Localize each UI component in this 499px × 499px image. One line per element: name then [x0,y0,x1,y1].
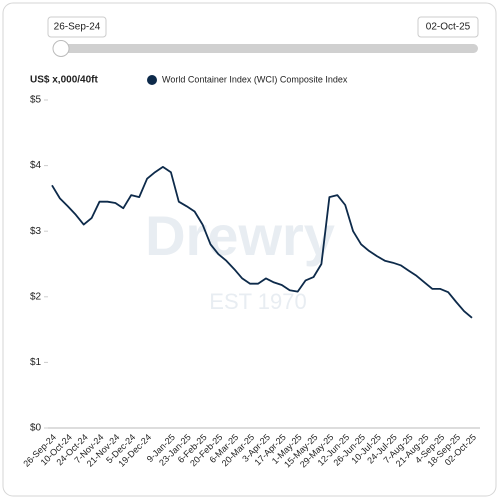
watermark-est: EST 1970 [209,289,306,314]
y-tick-label: $2 [30,291,42,302]
slider-handle[interactable] [52,40,70,57]
series-line [51,166,473,319]
y-tick-label: $1 [30,357,42,368]
y-axis-label: US$ x,000/40ft [30,75,98,86]
slider-start-box [47,16,107,38]
watermark-brand: Drewry [145,204,335,267]
slider-end: 02-Oct-25 [426,22,471,33]
y-tick-label: $5 [30,95,42,106]
slider-track[interactable] [55,44,478,53]
legend-label: World Container Index (WCI) Composite In… [162,74,348,84]
y-tick-label: $3 [30,226,42,237]
slider-end-box [417,16,479,38]
legend-marker [147,75,157,85]
y-tick-label: $4 [30,160,42,171]
y-tick-label: $0 [30,423,42,434]
slider-start: 26-Sep-24 [54,22,101,33]
